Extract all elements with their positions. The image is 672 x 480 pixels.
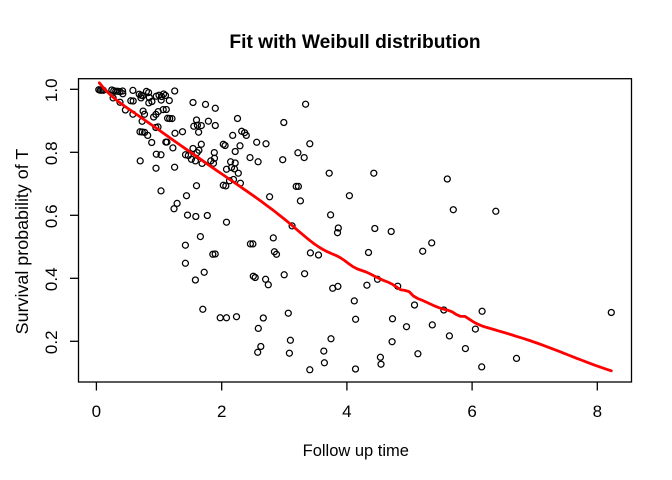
svg-text:0.6: 0.6	[42, 204, 61, 228]
svg-text:0.2: 0.2	[42, 330, 61, 354]
svg-text:0: 0	[92, 402, 101, 421]
svg-text:Survival probability of T: Survival probability of T	[12, 149, 32, 335]
svg-text:8: 8	[593, 402, 602, 421]
svg-text:1.0: 1.0	[42, 78, 61, 102]
svg-text:Follow up time: Follow up time	[303, 442, 409, 460]
svg-text:4: 4	[342, 402, 351, 421]
svg-text:6: 6	[467, 402, 476, 421]
svg-text:0.4: 0.4	[42, 267, 61, 291]
svg-text:Fit with Weibull distribution: Fit with Weibull distribution	[229, 32, 480, 53]
svg-text:0.8: 0.8	[42, 141, 61, 165]
svg-text:2: 2	[217, 402, 226, 421]
